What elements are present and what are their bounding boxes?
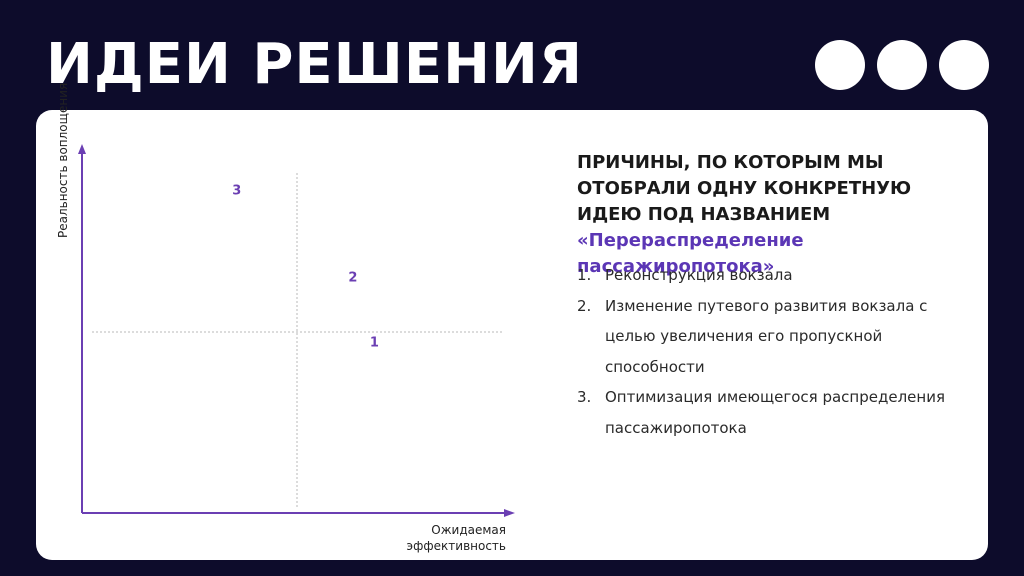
list-item-number: 3.: [577, 388, 592, 406]
circle-icon: [877, 40, 927, 90]
idea-name: «Перераспределение пассажиропотока»: [577, 230, 804, 277]
circle-icon: [815, 40, 865, 90]
decorative-dots: [815, 40, 989, 90]
list-item-text: Изменение путевого развития вокзала с це…: [605, 296, 928, 376]
list-item: 1. Реконструкция вокзала: [577, 260, 967, 291]
y-axis-label-box: Реальность воплощения: [56, 82, 96, 238]
reasons-list: 1. Реконструкция вокзала 2. Изменение пу…: [577, 260, 967, 443]
x-axis-arrow-icon: [504, 509, 515, 517]
data-point-3: 3: [232, 183, 241, 198]
chart-canvas: 3 2 1: [78, 144, 515, 517]
list-item: 2. Изменение путевого развития вокзала с…: [577, 291, 967, 383]
y-axis-arrow-icon: [78, 144, 86, 154]
data-point-2: 2: [348, 270, 357, 285]
data-point-1: 1: [370, 335, 379, 350]
list-item: 3. Оптимизация имеющегося распределения …: [577, 382, 967, 443]
page-title: ИДЕИ РЕШЕНИЯ: [46, 32, 583, 97]
priority-chart: 3 2 1 Реальность воплощения Ожидаемая эффе…: [36, 82, 556, 560]
y-axis-label: Реальность воплощения: [56, 82, 70, 238]
circle-icon: [939, 40, 989, 90]
reasons-heading: ПРИЧИНЫ, ПО КОТОРЫМ МЫ ОТОБРАЛИ ОДНУ КОН…: [577, 150, 957, 280]
list-item-number: 1.: [577, 266, 592, 284]
list-item-text: Реконструкция вокзала: [605, 266, 793, 284]
content-card: 3 2 1 Реальность воплощения Ожидаемая эффе…: [36, 82, 988, 560]
list-item-number: 2.: [577, 296, 592, 315]
list-item-text: Оптимизация имеющегося распределения пас…: [605, 388, 945, 437]
x-axis-label: Ожидаемая эффективность: [406, 523, 506, 553]
reasons-heading-text: ПРИЧИНЫ, ПО КОТОРЫМ МЫ ОТОБРАЛИ ОДНУ КОН…: [577, 152, 912, 225]
